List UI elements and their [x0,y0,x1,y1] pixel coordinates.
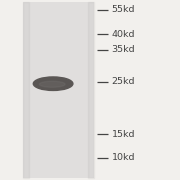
Text: 35kd: 35kd [112,45,135,54]
Text: 40kd: 40kd [112,30,135,39]
Text: 10kd: 10kd [112,153,135,162]
Bar [23,2,94,178]
Ellipse shape [33,77,73,90]
Ellipse shape [39,81,65,87]
Text: 15kd: 15kd [112,130,135,139]
Text: 25kd: 25kd [112,77,135,86]
Text: 55kd: 55kd [112,5,135,14]
